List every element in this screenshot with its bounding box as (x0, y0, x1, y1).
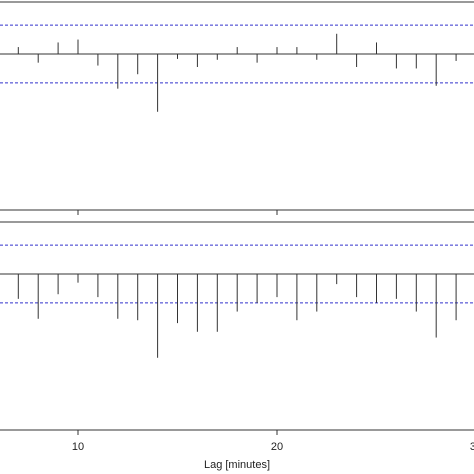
x-axis-label: Lag [minutes] (204, 459, 270, 471)
x-tick-label: 30 (470, 441, 474, 453)
panel-frame (0, 1, 474, 211)
panel-frame (0, 221, 474, 431)
x-tick-label: 10 (72, 441, 84, 453)
x-tick-label: 20 (271, 441, 283, 453)
